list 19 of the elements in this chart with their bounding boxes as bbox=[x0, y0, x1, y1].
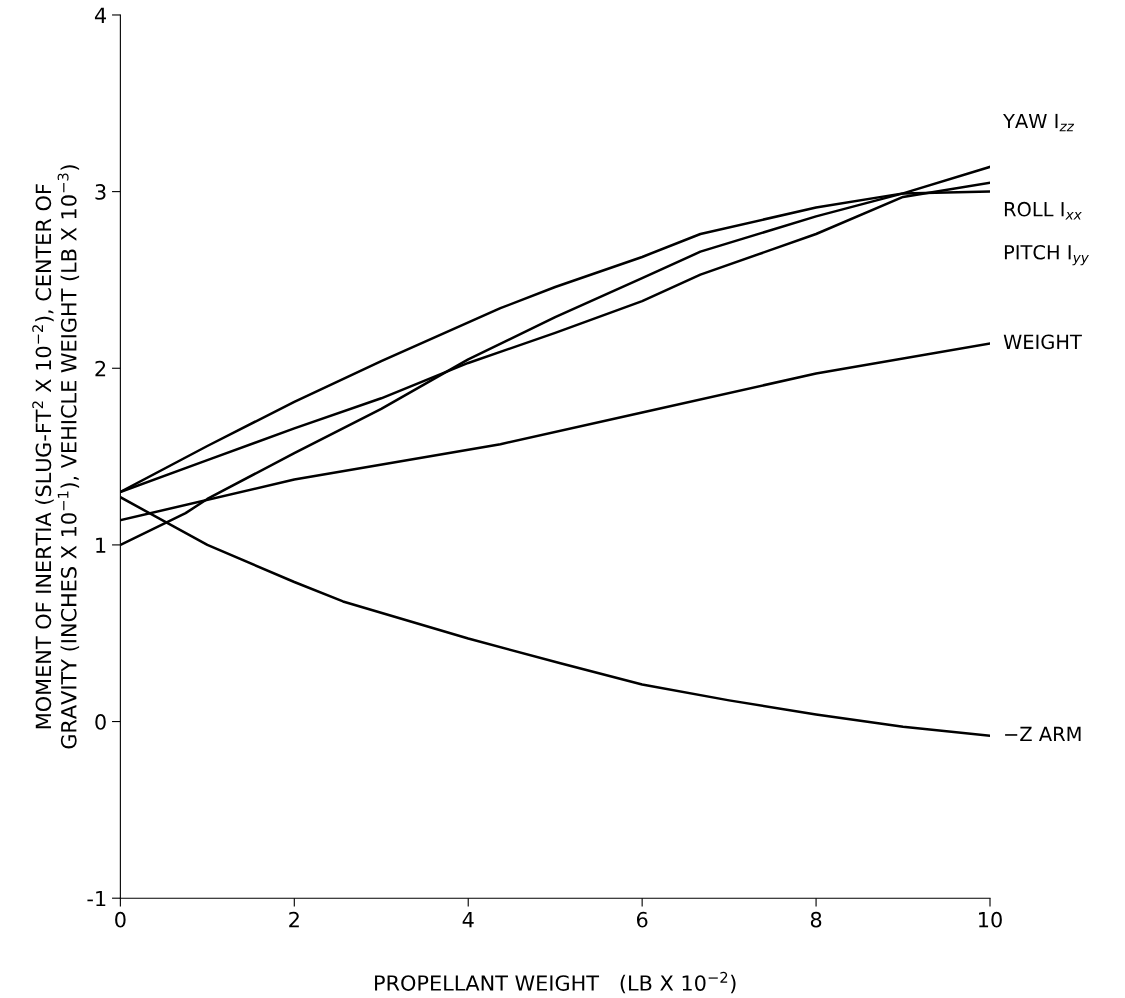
y-tick-label: 1 bbox=[96, 537, 106, 553]
y-tick-label: -1 bbox=[87, 890, 106, 907]
y-tick-label: 3 bbox=[95, 184, 106, 200]
y-tick-label: 0 bbox=[95, 714, 106, 730]
x-tick-label: 6 bbox=[636, 911, 648, 928]
series-label: YAW I$_{zz}$ bbox=[1003, 113, 1075, 132]
series-label: WEIGHT bbox=[1003, 334, 1082, 350]
y-tick-label: 4 bbox=[94, 7, 107, 23]
x-tick-label: 2 bbox=[289, 911, 299, 928]
x-tick-label: 8 bbox=[810, 911, 822, 928]
x-tick-label: 10 bbox=[979, 911, 1002, 928]
x-tick-label: 4 bbox=[462, 912, 474, 928]
y-tick-label: 2 bbox=[95, 360, 106, 377]
series-label: ROLL I$_{xx}$ bbox=[1004, 201, 1082, 220]
series-label: −Z ARM bbox=[1005, 726, 1081, 742]
x-tick-label: 0 bbox=[115, 911, 126, 928]
text: PITCH I$_{yy}$ bbox=[1004, 244, 1089, 266]
text: MOMENT OF INERTIA (SLUG-FT$^{2}$ X 10$^{−2}$), CENTER OF GRAVITY (INCHES X 10$^{−1}$), VEHICLE WEIGHT (LB X 10$^{−3}$) bbox=[32, 165, 80, 749]
x-axis-title: PROPELLANT WEIGHT (LB X 10$^{−2}$) bbox=[375, 971, 736, 994]
